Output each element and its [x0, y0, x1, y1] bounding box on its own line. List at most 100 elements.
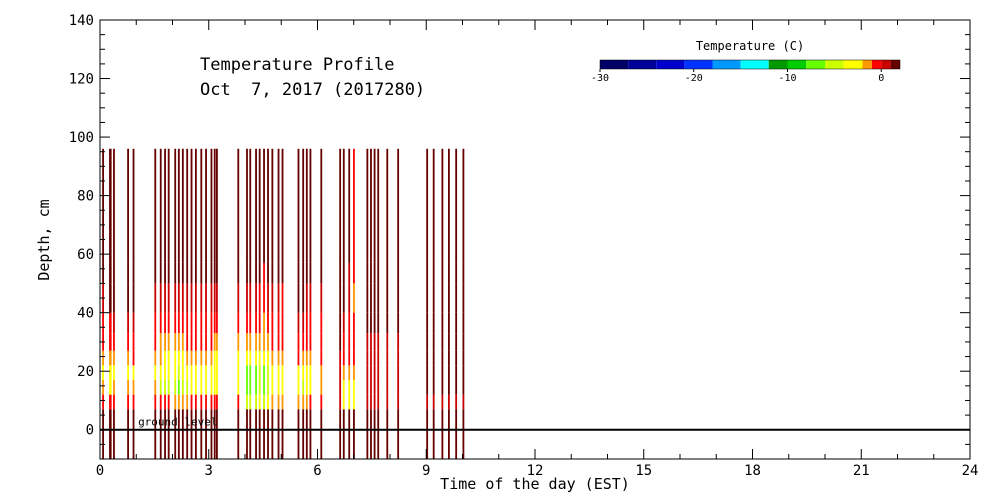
heatmap-cell [271, 394, 274, 410]
heatmap-cell [370, 333, 372, 351]
heatmap-cell [271, 312, 274, 334]
heatmap-cell [366, 379, 369, 395]
heatmap-cell [386, 379, 389, 395]
heatmap-cell [297, 379, 300, 395]
heatmap-cell [210, 429, 213, 459]
heatmap-cell [216, 365, 218, 380]
heatmap-cell [205, 262, 207, 284]
heatmap-cell [426, 312, 429, 334]
heatmap-cell [377, 312, 380, 334]
heatmap-cell [164, 283, 166, 313]
heatmap-cell [194, 283, 197, 313]
heatmap-cell [309, 350, 312, 366]
heatmap-cell [255, 283, 257, 313]
heatmap-cell [167, 262, 170, 284]
heatmap-cell [366, 312, 369, 334]
heatmap-cell [320, 283, 323, 313]
heatmap-cell [174, 312, 177, 334]
heatmap-cell [305, 394, 308, 410]
heatmap-cell [210, 283, 213, 313]
heatmap-cell [348, 283, 351, 313]
heatmap-cell [271, 365, 274, 380]
heatmap-cell [216, 283, 218, 313]
colorbar-swatch [740, 60, 769, 69]
heatmap-cell [342, 365, 345, 380]
heatmap-cell [154, 394, 157, 410]
heatmap-cell [127, 283, 129, 313]
heatmap-cell [373, 148, 376, 263]
heatmap-cell [373, 283, 376, 313]
heatmap-cell [348, 365, 351, 380]
heatmap-cell [342, 350, 345, 366]
heatmap-cell [164, 394, 166, 410]
heatmap-cell [320, 312, 323, 334]
heatmap-cell [194, 394, 197, 410]
heatmap-cell [167, 409, 170, 430]
heatmap-cell [462, 394, 465, 410]
heatmap-cell [448, 148, 450, 263]
heatmap-cell [255, 379, 257, 395]
heatmap-cell [432, 365, 435, 380]
heatmap-cell [113, 429, 115, 459]
heatmap-cell [102, 312, 104, 334]
heatmap-cell [462, 379, 465, 395]
heatmap-cell [237, 283, 240, 313]
heatmap-cell [297, 333, 300, 351]
heatmap-cell [377, 262, 380, 284]
heatmap-cell [353, 429, 355, 459]
heatmap-cell [164, 333, 166, 351]
heatmap-cell [181, 148, 184, 263]
heatmap-cell [237, 379, 240, 395]
heatmap-cell [339, 350, 342, 366]
heatmap-cell [200, 394, 203, 410]
heatmap-cell [373, 333, 376, 351]
heatmap-cell [348, 350, 351, 366]
heatmap-cell [181, 394, 184, 410]
heatmap-cell [342, 312, 345, 334]
heatmap-cell [267, 333, 269, 351]
heatmap-cell [386, 283, 389, 313]
colorbar-swatch [684, 60, 713, 69]
heatmap-cell [305, 283, 308, 313]
heatmap-cell [386, 394, 389, 410]
x-tick-label: 12 [527, 463, 544, 479]
heatmap-cell [177, 262, 180, 284]
heatmap-cell [281, 409, 284, 430]
heatmap-cell [200, 379, 203, 395]
heatmap-cell [263, 409, 265, 430]
heatmap-cell [455, 283, 458, 313]
heatmap-cell [237, 409, 240, 430]
heatmap-cell [249, 148, 252, 263]
heatmap-cell [305, 148, 308, 263]
heatmap-cell [164, 148, 166, 263]
heatmap-cell [249, 365, 252, 380]
heatmap-cell [426, 379, 429, 395]
x-tick-label: 6 [313, 463, 321, 479]
heatmap-cell [159, 148, 162, 263]
heatmap-cell [320, 333, 323, 351]
heatmap-cell [339, 148, 342, 263]
heatmap-cell [370, 394, 372, 410]
heatmap-cell [167, 333, 170, 351]
heatmap-cell [297, 262, 300, 284]
heatmap-cell [102, 148, 104, 263]
heatmap-cell [255, 409, 257, 430]
heatmap-cell [113, 148, 115, 263]
heatmap-cell [309, 312, 312, 334]
heatmap-cell [181, 429, 184, 459]
heatmap-cell [297, 365, 300, 380]
colorbar-tick-label: -10 [778, 73, 796, 84]
heatmap-cell [258, 333, 261, 351]
heatmap-cell [190, 312, 193, 334]
heatmap-cell [237, 429, 240, 459]
heatmap-cell [366, 283, 369, 313]
heatmap-cell [441, 312, 444, 334]
heatmap-cell [255, 394, 257, 410]
heatmap-cell [397, 379, 400, 395]
heatmap-cell [309, 394, 312, 410]
heatmap-cell [297, 148, 300, 263]
heatmap-cell [177, 350, 180, 366]
colorbar-swatch [825, 60, 844, 69]
heatmap-cell [190, 333, 193, 351]
heatmap-cell [213, 409, 216, 430]
